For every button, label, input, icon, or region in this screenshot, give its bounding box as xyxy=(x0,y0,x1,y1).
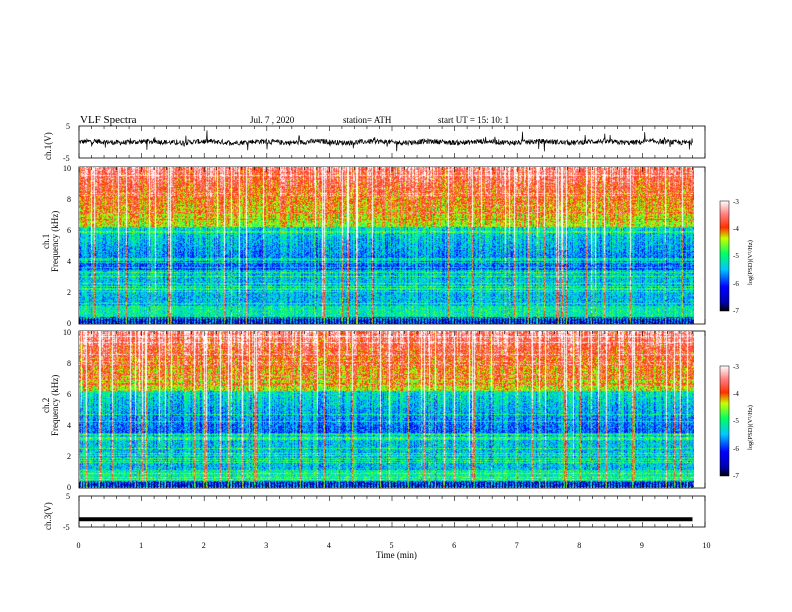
ch2-spec-ytick-0: 0 xyxy=(67,483,71,492)
ch1-ylabel: ch.1(V) xyxy=(43,132,53,160)
ch3-ytick-top: 5 xyxy=(66,492,70,501)
ch3-ytick-bottom: -5 xyxy=(63,523,70,532)
x-tick-label: 4 xyxy=(327,541,331,550)
ch3-waveform-ticks xyxy=(78,496,706,527)
ch2-cbar-tick-6: -6 xyxy=(733,445,739,453)
ch1-spectrogram-ticks xyxy=(78,167,706,324)
date-label: Jul. 7 , 2020 xyxy=(250,115,295,125)
x-tick-label: 1 xyxy=(139,541,143,550)
ch2-cbar-tick-3: -3 xyxy=(733,363,739,371)
x-tick-label: 0 xyxy=(77,541,81,550)
ch2-spec-ytick-2: 2 xyxy=(67,452,71,461)
ch2-cbar-tick-7: -7 xyxy=(733,472,739,480)
ch3-waveform-panel: 5 -5 ch.3(V) 0 1 2 3 4 5 6 7 8 9 10 Time (min) xyxy=(43,492,711,560)
ch1-ytick-bottom: -5 xyxy=(63,154,70,163)
x-tick-label: 8 xyxy=(577,541,581,550)
ch1-spec-ylabel-channel: ch.1 xyxy=(41,234,51,249)
station-label: station= ATH xyxy=(343,115,392,125)
ch1-cbar-label: log(PSD)(V²/Hz) xyxy=(747,240,754,285)
ch2-spectrogram-image xyxy=(79,331,694,488)
ch2-spectrogram-panel: 10 8 6 4 2 0 ch.2 Frequency (kHz) xyxy=(41,328,706,492)
ch2-spec-ylabel-channel: ch.2 xyxy=(41,398,51,413)
ch3-waveform-frame xyxy=(78,495,706,528)
x-tick-label: 5 xyxy=(390,541,394,550)
ch1-spec-ytick-0: 0 xyxy=(67,319,71,328)
ch2-spec-ytick-4: 4 xyxy=(67,421,71,430)
ch2-cbar-tick-4: -4 xyxy=(733,390,739,398)
ch1-waveform-ticks xyxy=(78,126,706,158)
time-axis-tick-labels: 0 1 2 3 4 5 6 7 8 9 10 xyxy=(77,541,711,550)
ch2-cbar-tick-5: -5 xyxy=(733,417,739,425)
ch1-cbar-tick-6: -6 xyxy=(733,280,739,288)
ch2-spec-ylabel-frequency: Frequency (kHz) xyxy=(50,375,60,436)
ch2-spec-ytick-6: 6 xyxy=(67,390,71,399)
ch1-colorbar-gradient xyxy=(719,200,730,312)
x-tick-label: 3 xyxy=(264,541,268,550)
ch1-cbar-tick-5: -5 xyxy=(733,252,739,260)
ch2-spectrogram-ticks xyxy=(78,331,706,488)
x-tick-label: 9 xyxy=(640,541,644,550)
ch2-colorbar: -3 -4 -5 -6 -7 log(PSD)(V²/Hz) xyxy=(719,363,754,480)
start-time-label: start UT = 15: 10: 1 xyxy=(438,115,509,125)
ch1-spec-ytick-8: 8 xyxy=(67,195,71,204)
ch1-spec-ytick-4: 4 xyxy=(67,257,71,266)
x-tick-label: 7 xyxy=(515,541,519,550)
time-axis-label: Time (min) xyxy=(376,550,417,560)
ch1-colorbar: -3 -4 -5 -6 -7 log(PSD)(V²/Hz) xyxy=(719,198,754,315)
ch1-waveform-panel: 5 -5 ch.1(V) xyxy=(43,122,706,163)
ch1-spec-ytick-10: 10 xyxy=(63,164,71,173)
ch1-spec-ytick-6: 6 xyxy=(67,226,71,235)
ch1-spec-ylabel-frequency: Frequency (kHz) xyxy=(50,211,60,272)
ch1-spectrogram-panel: 10 8 6 4 2 0 ch.1 Frequency (kHz) xyxy=(41,164,706,328)
ch1-ytick-top: 5 xyxy=(66,122,70,131)
ch2-spec-ytick-8: 8 xyxy=(67,359,71,368)
ch2-cbar-label: log(PSD)(V²/Hz) xyxy=(747,405,754,450)
ch1-cbar-tick-3: -3 xyxy=(733,198,739,206)
ch1-cbar-tick-4: -4 xyxy=(733,225,739,233)
x-tick-label: 6 xyxy=(452,541,456,550)
ch2-spec-ytick-10: 10 xyxy=(63,328,71,337)
ch1-spec-ytick-2: 2 xyxy=(67,288,71,297)
ch3-ylabel: ch.3(V) xyxy=(43,502,53,530)
ch2-colorbar-gradient xyxy=(719,365,730,477)
x-tick-label: 10 xyxy=(703,541,711,550)
ch1-spectrogram-image xyxy=(79,167,694,324)
ch1-waveform-trace xyxy=(78,130,693,152)
x-tick-label: 2 xyxy=(202,541,206,550)
figure-title: VLF Spectra xyxy=(80,114,137,126)
ch1-cbar-tick-7: -7 xyxy=(733,307,739,315)
